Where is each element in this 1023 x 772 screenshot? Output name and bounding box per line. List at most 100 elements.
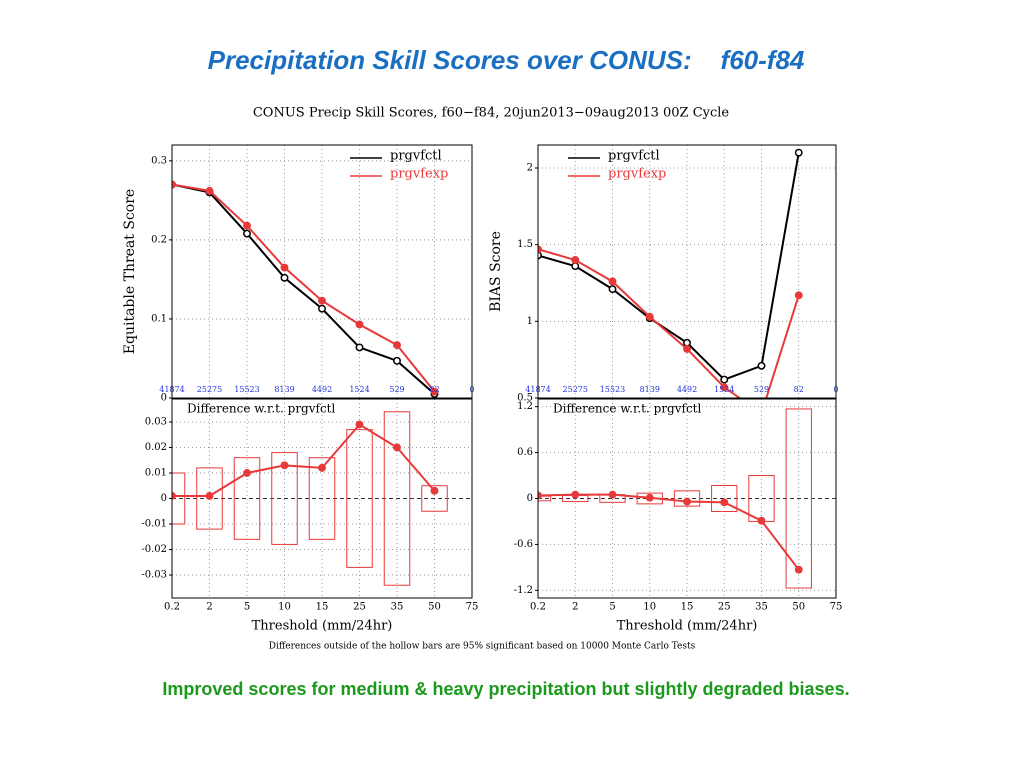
point <box>794 291 803 300</box>
point <box>571 490 580 499</box>
y-axis-label: Equitable Threat Score <box>122 189 138 354</box>
plot-frame <box>171 398 473 599</box>
significance-bar <box>271 452 298 545</box>
point <box>538 491 542 500</box>
significance-bar <box>673 490 701 507</box>
significance-bar <box>233 457 261 540</box>
point <box>757 516 766 525</box>
point <box>355 320 364 329</box>
sample-count: 25275 <box>563 385 588 394</box>
point <box>355 343 364 352</box>
significance-bar <box>711 484 738 513</box>
x-tick-label: 0.2 <box>164 602 180 613</box>
y-tick-label: 0.2 <box>151 234 167 245</box>
point <box>538 251 542 260</box>
sample-count: 25275 <box>197 385 222 394</box>
point <box>430 387 439 396</box>
x-tick-label: 75 <box>466 602 479 613</box>
y-tick-label: 2 <box>527 163 533 174</box>
plot-frame <box>537 398 837 599</box>
x-tick-label: 25 <box>353 602 366 613</box>
x-tick-label: 5 <box>609 602 615 613</box>
figure-title: CONUS Precip Skill Scores, f60−f84, 20ju… <box>253 106 730 121</box>
x-tick-label: 2 <box>206 602 212 613</box>
point <box>318 296 326 305</box>
series-line <box>172 183 436 395</box>
x-tick-label: 35 <box>755 602 768 613</box>
point <box>318 304 326 313</box>
y-tick-label: 0 <box>527 493 533 504</box>
sample-count: 82 <box>429 385 439 394</box>
x-tick-label: 15 <box>681 602 694 613</box>
series-line <box>172 423 436 497</box>
x-tick-label: 0.2 <box>530 602 546 613</box>
point <box>538 245 542 254</box>
y-tick-label: 0.02 <box>145 442 167 453</box>
series-line <box>538 493 800 571</box>
x-tick-label: 5 <box>244 602 250 613</box>
point <box>794 148 803 157</box>
series-line <box>538 152 800 381</box>
x-tick-label: 25 <box>718 602 731 613</box>
y-tick-label: -1.2 <box>514 585 533 596</box>
point <box>280 273 289 282</box>
point <box>720 383 729 392</box>
point <box>757 361 766 370</box>
series-line <box>172 183 436 393</box>
legend-label: prgvfexp <box>390 167 448 182</box>
y-tick-label: 0.1 <box>151 313 167 324</box>
x-tick-label: 10 <box>643 602 656 613</box>
point <box>645 312 654 321</box>
legend-label: prgvfctl <box>390 149 442 164</box>
point <box>683 344 691 353</box>
point <box>683 497 691 506</box>
y-tick-label: 0 <box>161 493 167 504</box>
series-line <box>538 248 800 398</box>
point <box>243 229 251 238</box>
y-axis-label: BIAS Score <box>488 231 504 312</box>
plot-area <box>172 411 448 586</box>
point <box>355 420 364 429</box>
point <box>608 285 617 294</box>
sample-count: 8139 <box>640 385 660 394</box>
sample-count: 1524 <box>714 385 734 394</box>
y-tick-label: 0 <box>161 393 167 404</box>
point <box>205 186 214 195</box>
plot-area <box>172 180 439 398</box>
significance-bar <box>785 408 812 589</box>
x-tick-label: 15 <box>316 602 329 613</box>
point <box>393 443 401 452</box>
y-tick-label: 1.5 <box>517 239 533 250</box>
point <box>243 469 251 477</box>
significance-bar <box>172 472 186 525</box>
sample-count: 529 <box>754 385 769 394</box>
sample-count: 15523 <box>234 385 259 394</box>
sample-count: 4492 <box>677 385 697 394</box>
point <box>280 263 289 272</box>
x-tick-label: 75 <box>830 602 843 613</box>
significance-bar <box>346 429 373 568</box>
y-tick-label: 0.03 <box>145 416 167 427</box>
point <box>645 493 654 502</box>
y-tick-label: -0.03 <box>141 570 167 581</box>
x-tick-label: 35 <box>391 602 404 613</box>
y-tick-label: -0.01 <box>141 519 167 530</box>
point <box>205 491 214 500</box>
point <box>430 486 439 495</box>
x-axis-label: Threshold (mm/24hr) <box>252 619 393 634</box>
x-tick-label: 2 <box>572 602 578 613</box>
y-tick-label: 0.01 <box>145 467 167 478</box>
point <box>280 461 289 470</box>
y-tick-label: -0.02 <box>141 544 167 555</box>
plot-frame <box>537 144 837 399</box>
sample-count: 15523 <box>600 385 625 394</box>
plot-frame <box>171 144 473 399</box>
panel-subtitle: Difference w.r.t. prgvfctl <box>553 402 701 416</box>
point <box>608 277 617 286</box>
sample-count: 1524 <box>349 385 369 394</box>
